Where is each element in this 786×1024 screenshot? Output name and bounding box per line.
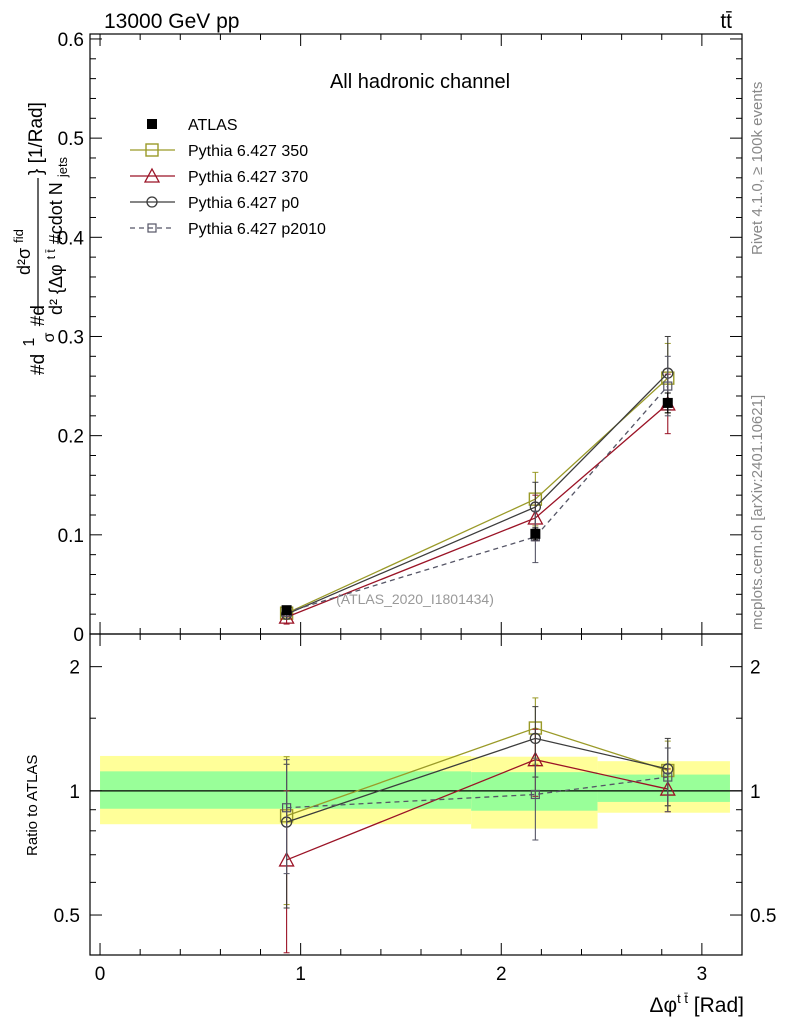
legend-marker-data — [147, 119, 157, 129]
band-green-0 — [100, 771, 472, 809]
main-ytick-label-5: 0.5 — [58, 129, 84, 150]
legend-label-2: Pythia 6.427 p0 — [188, 195, 299, 212]
xlabel-pre: Δφ — [649, 994, 677, 1017]
ylabel-den: d² {Δφ — [46, 264, 66, 315]
ylabel-frac-num: 1 — [21, 338, 38, 347]
ylabel-pre: #d — [28, 354, 49, 375]
svg-text:#d 1 σ #d: #d 1 σ #d — [18, 305, 59, 375]
ylabel-num-sup: fid — [11, 229, 26, 243]
ylabel-tail: } [1/Rad] — [26, 102, 47, 175]
legend-marker-3 — [147, 223, 157, 233]
ylabel-frac-den: σ — [41, 332, 58, 342]
legend-marker-1 — [143, 167, 161, 183]
main-series-layer — [278, 335, 676, 625]
header-left: 13000 GeV pp — [104, 10, 239, 33]
x-tick-label-0: 0 — [95, 964, 106, 985]
main-ytick-label-1: 0.1 — [58, 526, 84, 547]
main-ytick-label-0: 0 — [73, 625, 84, 646]
xlabel-post: [Rad] — [688, 994, 744, 1017]
x-tick-label-1: 1 — [295, 964, 306, 985]
ylabel-den-sup: t t̄ — [44, 249, 58, 260]
ratio-axes: 0 1 2 3 0.5 0.5 1 1 2 2 — [54, 633, 776, 985]
ratio-frame — [89, 633, 743, 956]
ratio-series-line-3 — [286, 776, 668, 809]
svg-text:d²σ fid: d²σ fid — [11, 229, 34, 275]
ratio-uncertainty-bands — [90, 755, 742, 829]
ratio-ytick-label-right-0: 0.5 — [750, 906, 776, 927]
ylabel-den-sub: jets — [55, 156, 70, 178]
data-point-0 — [281, 605, 292, 616]
ylabel-mid: #d — [28, 305, 49, 326]
ratio-ytick-label-1: 1 — [69, 782, 80, 803]
ylabel-den-post: #cdot N — [46, 182, 66, 244]
legend: ATLAS Pythia 6.427 350 Pythia 6.427 370 Pyt… — [130, 117, 326, 238]
rivet-label: Rivet 4.1.0, ≥ 100k events — [749, 82, 766, 255]
x-tick-label-2: 2 — [496, 964, 507, 985]
ylabel-num: d²σ — [14, 248, 34, 275]
legend-label-0: Pythia 6.427 350 — [188, 143, 308, 160]
main-ytick-label-2: 0.2 — [58, 427, 84, 448]
ratio-series-layer — [278, 697, 676, 954]
main-ytick-label-3: 0.3 — [58, 327, 84, 348]
ratio-y-axis-label: Ratio to ATLAS — [24, 755, 41, 856]
x-axis-label: Δφt t̄ [Rad] — [649, 991, 744, 1017]
ratio-series-3-point-0 — [282, 803, 292, 813]
ratio-ytick-label-0: 0.5 — [54, 906, 80, 927]
ratio-series-3-point-1 — [530, 789, 540, 800]
series-line-0 — [286, 377, 669, 614]
svg-text:d² {Δφ t t̄ #cdot: d² {Δφ t t̄ #cdot N jets — [39, 156, 70, 315]
series-line-1 — [286, 403, 669, 618]
data-point-2 — [662, 397, 673, 408]
mcplots-label: mcplots.cern.ch [arXiv:2401.10621] — [749, 395, 766, 630]
legend-marker-2 — [146, 196, 158, 208]
ratio-ytick-label-2: 2 — [69, 658, 80, 679]
ratio-ytick-label-right-2: 2 — [750, 658, 761, 679]
legend-label-3: Pythia 6.427 p2010 — [188, 221, 326, 238]
main-y-axis-label: #d 1 σ #d d²σ fid d² {Δφ t t̄ #cdot N je… — [11, 102, 70, 375]
ratio-ytick-label-right-1: 1 — [750, 782, 761, 803]
main-ytick-label-4: 0.4 — [58, 228, 85, 249]
x-tick-label-3: 3 — [697, 964, 708, 985]
ratio-series-3-point-2 — [663, 772, 673, 782]
chart-title: All hadronic channel — [330, 71, 510, 93]
ratio-series-2-point-1 — [529, 732, 542, 745]
legend-label-1: Pythia 6.427 370 — [188, 169, 308, 186]
xlabel-sup: t t̄ — [677, 991, 688, 1006]
series-line-2 — [286, 372, 669, 615]
legend-label-data: ATLAS — [188, 117, 238, 134]
series-line-3 — [286, 385, 669, 613]
data-point-1 — [530, 528, 541, 539]
header-right: tt̄ — [720, 10, 732, 33]
legend-marker-0 — [145, 143, 159, 157]
main-axes: 0 0.1 0.2 0.3 0.4 0.5 0.6 — [58, 30, 743, 646]
series-3-point-2 — [663, 381, 673, 391]
main-ytick-label-6: 0.6 — [58, 30, 84, 51]
analysis-watermark: (ATLAS_2020_I1801434) — [336, 591, 494, 607]
